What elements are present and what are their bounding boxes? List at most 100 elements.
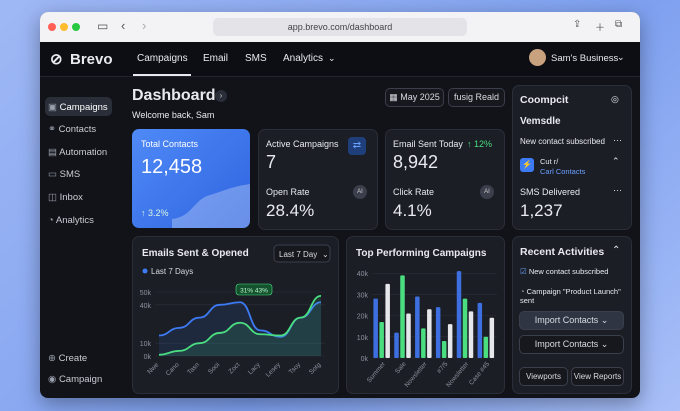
avatar[interactable] [529, 49, 546, 66]
import-button[interactable]: Import Contacts ⌄ [519, 311, 624, 330]
email-card[interactable] [385, 129, 505, 230]
card-change: ↑ 12% [467, 139, 493, 149]
date-button[interactable]: ▦ May 2025 [385, 88, 444, 107]
sidebar-toggle[interactable]: ▭ [97, 19, 109, 33]
activity-text: Campaign "Product Launch" sent [520, 287, 621, 305]
x-tick-label: Sale [394, 360, 408, 375]
account-name[interactable]: Sam's Business [551, 53, 619, 64]
sidebar-label: Create [58, 353, 88, 364]
sidebar-item[interactable]: ▣ Campaigns [48, 102, 108, 113]
sidebar-item[interactable]: ▤ Automation [48, 147, 108, 158]
bar-chart: Top Performing Campaigns 0k 10k 20k 30k 40k Su… [356, 248, 497, 389]
y-tick-label: 10k [140, 341, 152, 348]
bar [415, 296, 420, 358]
y-tick-label: 40k [140, 303, 152, 310]
nav-tab[interactable]: Email [203, 53, 229, 64]
sidebar-label: SMS [59, 169, 81, 180]
new-tab-button[interactable]: ＋ [595, 23, 605, 34]
link-title[interactable]: Cut r/ [540, 157, 559, 166]
nav-tab[interactable]: Analytics [283, 53, 324, 64]
url-bar[interactable]: app.brevo.com/dashboard [213, 18, 467, 36]
collapse-button[interactable]: ⌃ [612, 245, 621, 256]
bar [441, 341, 447, 358]
y-tick-label: 20k [357, 314, 369, 321]
action-button[interactable]: fusig Reald [448, 88, 505, 107]
card-icon: AI [353, 185, 367, 199]
nav-tab[interactable]: Campaigns [137, 53, 188, 64]
bar [468, 311, 474, 358]
bar [489, 317, 495, 358]
x-tick-label: Lesey [265, 361, 283, 379]
bar [456, 271, 462, 358]
x-tick-label: Nwe [146, 361, 160, 375]
bar [379, 321, 384, 358]
share-button[interactable]: ⇪ [573, 19, 582, 30]
more-button[interactable]: ··· [613, 185, 622, 195]
card-value: 4.1% [393, 201, 432, 220]
sidebar-item[interactable]: ▭ SMS [48, 169, 81, 180]
link-subtitle[interactable]: Carl Contacts [540, 167, 586, 176]
bar-chart-card: Top Performing Campaigns 0k 10k 20k 30k 40k Su… [346, 236, 505, 394]
chart-title: Emails Sent & Opened [142, 248, 249, 259]
sidebar-item[interactable]: ◉ Campaign [48, 374, 103, 385]
panel-icon[interactable]: ◎ [611, 94, 619, 104]
card-label: Open Rate [266, 187, 310, 197]
bar [447, 324, 453, 358]
sidebar-label: Campaigns [59, 102, 108, 113]
more-button[interactable]: ··· [613, 135, 622, 145]
sidebar-item[interactable]: ⊕ Create [48, 353, 88, 364]
bar [373, 298, 378, 358]
bar [406, 313, 411, 358]
bar [435, 307, 441, 358]
title-arrow[interactable]: › [215, 90, 227, 102]
x-tick-label: Tasn [186, 361, 201, 376]
sidebar-item[interactable]: ◫ Inbox [48, 192, 83, 203]
y-tick-label: 50k [140, 290, 152, 297]
active-tab-indicator [133, 74, 191, 76]
bar [421, 328, 426, 358]
zoom-button[interactable] [72, 23, 80, 31]
annotation: 31% 43% [240, 288, 268, 295]
total-contacts-card[interactable] [132, 129, 250, 228]
viewports-button[interactable]: Viewports [519, 367, 568, 386]
y-tick-label: 0k [361, 356, 369, 363]
button-label: Import Contacts [534, 315, 599, 325]
bar [400, 275, 405, 358]
y-tick-label: 40k [357, 271, 369, 278]
bar [462, 298, 468, 358]
minimize-button[interactable] [60, 23, 68, 31]
forward-button[interactable]: › [142, 18, 147, 33]
active-sidebar-item [45, 97, 112, 116]
brand[interactable]: Brevo [70, 51, 113, 68]
line-chart: Emails Sent & Opened Last 7 Day ⌄ 0k 10k 40k 5… [140, 244, 331, 379]
line [158, 294, 322, 356]
card-value: 12,458 [141, 156, 203, 178]
card-value: 7 [266, 152, 277, 172]
back-button[interactable]: ‹ [121, 18, 126, 33]
sidebar-label: Automation [59, 147, 108, 158]
close-button[interactable] [48, 23, 56, 31]
sidebar-item[interactable]: ◔ Analytics [48, 215, 94, 226]
x-tick-label: Summer [366, 360, 388, 384]
sidebar-label: Analytics [55, 215, 94, 226]
sidebar-item[interactable]: ⚭ Contacts [48, 124, 97, 135]
activity-item: ☑ New contact subscribed [520, 267, 609, 276]
tabs-button[interactable]: ⧉ [615, 19, 623, 30]
view-reports-button[interactable]: View Reports [571, 367, 624, 386]
dropdown-caret: ⌄ [328, 53, 336, 63]
card-label: Total Contacts [141, 139, 199, 149]
x-tick-label: Tsoy [288, 361, 303, 376]
sidebar-label: Campaign [58, 374, 103, 385]
page-subtitle: Welcome back, Sam [132, 110, 215, 120]
bar [427, 309, 432, 358]
x-tick-label: Cano [165, 361, 181, 377]
filter-dropdown[interactable] [273, 244, 331, 263]
filter-caret: ⌄ [322, 250, 329, 259]
sidebar-label: Inbox [59, 192, 83, 203]
import-button[interactable]: Import Contacts ⌄ [519, 335, 624, 354]
dropdown-caret[interactable]: ⌃ [612, 156, 620, 166]
bar [385, 283, 390, 358]
x-tick-label: Sotg [308, 361, 323, 376]
nav-tab[interactable]: SMS [245, 53, 267, 64]
